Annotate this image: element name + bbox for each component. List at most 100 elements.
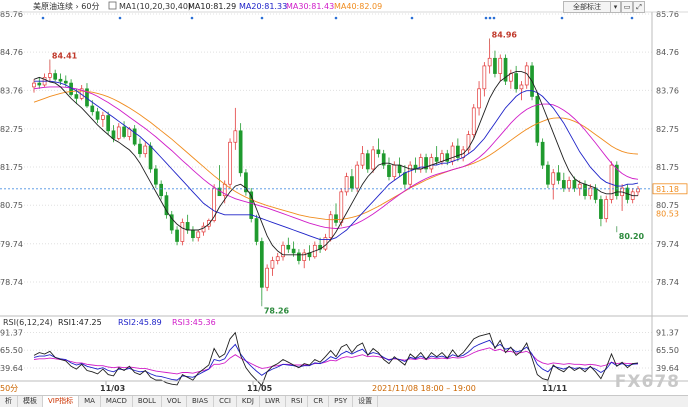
x-axis-label: 2021/11/08 18:00 – 19:00 (372, 384, 476, 393)
tab-lwr[interactable]: LWR (260, 396, 287, 407)
rsi2-value: RSI2:45.89 (118, 318, 162, 327)
candle-body (583, 183, 587, 197)
ma40-line (33, 90, 639, 221)
candle-body (487, 57, 492, 67)
dropdown-button[interactable]: ▾ (610, 1, 621, 13)
right-tick-label: 84.76 (656, 48, 679, 57)
ma40-value: MA40:82.09 (334, 2, 382, 11)
candle-body (344, 176, 349, 193)
annotation-label: 84.41 (52, 52, 78, 61)
candle-body (498, 57, 503, 74)
left-tick-label: 82.75 (0, 125, 23, 134)
candle-body (424, 157, 428, 170)
tab-bias[interactable]: BIAS (187, 396, 215, 407)
candle-body (286, 244, 291, 250)
x-axis-label: 11/11 (542, 384, 568, 393)
ma20-value: MA20:81.33 (239, 2, 287, 11)
candle-body (360, 153, 365, 166)
indicator-tab-bar: 析 模板 VIP指标 MA MACD BOLL VOL BIAS CCI KDJ… (0, 395, 688, 407)
candle-body (408, 164, 413, 185)
tab-template[interactable]: 模板 (18, 396, 43, 407)
candle-body (450, 145, 455, 162)
fullscreen-button[interactable]: ⤢ (633, 1, 645, 13)
candle-body (561, 180, 566, 189)
candle-body (546, 164, 550, 185)
candle-body (302, 252, 307, 261)
candle-body (376, 149, 381, 155)
left-tick-label: 81.75 (0, 163, 23, 172)
candle-body (355, 164, 360, 189)
candle-body (191, 229, 195, 239)
right-tick-label: 78.74 (656, 278, 679, 287)
candle-body (138, 143, 142, 155)
right-tick-label: 79.74 (656, 240, 679, 249)
tab-boll[interactable]: BOLL (133, 396, 162, 407)
right-tick-label: 83.76 (656, 86, 679, 95)
candle-body (212, 187, 216, 221)
tab-cr[interactable]: CR (308, 396, 330, 407)
legend-checkbox[interactable] (108, 1, 117, 10)
candle-body (185, 222, 190, 231)
tab-macd[interactable]: MACD (101, 396, 133, 407)
candle-body (551, 172, 556, 185)
candle-body (609, 164, 614, 200)
symbol-name: 美原油连续 (33, 1, 73, 11)
annotation-label: 84.96 (492, 31, 518, 40)
watermark-logo: FX678 (614, 372, 680, 392)
candle-body (556, 172, 561, 181)
right-tick-label: 81.75 (656, 163, 679, 172)
candle-body (514, 73, 518, 90)
candle-body (429, 157, 434, 170)
candle-body (169, 214, 174, 231)
candle-body (58, 78, 63, 82)
candle-body (233, 130, 238, 143)
right-tick-label: 85.76 (656, 10, 679, 19)
tab-vip-indicator[interactable]: VIP指标 (43, 396, 80, 407)
window-button[interactable]: ▭ (621, 1, 633, 13)
side-value-tag: 80.53 (656, 210, 679, 219)
candle-body (503, 57, 508, 82)
tab-fragment[interactable]: 析 (0, 396, 18, 407)
candle-body (291, 248, 296, 254)
tab-rsi[interactable]: RSI (286, 396, 309, 407)
candle-body (392, 164, 397, 177)
candle-body (95, 111, 100, 120)
tab-settings[interactable]: 设置 (353, 396, 379, 407)
candle-body (106, 115, 111, 132)
candle-body (588, 187, 593, 197)
tab-vol[interactable]: VOL (162, 396, 187, 407)
tab-kdj[interactable]: KDJ (237, 396, 260, 407)
candle-body (154, 168, 158, 185)
candle-body (275, 256, 280, 261)
tab-cci[interactable]: CCI (214, 396, 237, 407)
candle-body (265, 267, 269, 288)
candle-body (456, 145, 460, 158)
ma30-line (33, 86, 639, 229)
rsi3-line (33, 347, 639, 375)
left-edge-fragment: 50分 (0, 384, 18, 393)
candle-body (196, 231, 201, 239)
candle-body (519, 84, 524, 90)
right-tick-label: 82.75 (656, 125, 679, 134)
left-tick-label: 84.76 (0, 48, 23, 57)
left-tick-label: 80.75 (0, 201, 23, 210)
candle-body (371, 149, 375, 170)
tab-psy[interactable]: PSY (329, 396, 354, 407)
candle-body (249, 191, 254, 219)
current-price-box (652, 183, 688, 195)
candle-body (53, 73, 58, 80)
all-annotations-button[interactable]: 全部标注 (563, 1, 611, 13)
rsi-left-tick: 91.37 (0, 328, 23, 337)
candle-body (604, 199, 609, 219)
candle-body (228, 141, 232, 185)
rsi-right-tick: 39.64 (656, 364, 679, 373)
event-markers[interactable] (41, 16, 634, 20)
rsi-right-tick: 65.50 (656, 346, 679, 355)
candle-body (164, 195, 169, 216)
candle-body (206, 220, 211, 227)
candle-body (540, 141, 545, 166)
candle-body (577, 183, 582, 189)
tab-ma[interactable]: MA (79, 396, 101, 407)
candle-body (567, 180, 571, 189)
candle-body (471, 107, 476, 135)
